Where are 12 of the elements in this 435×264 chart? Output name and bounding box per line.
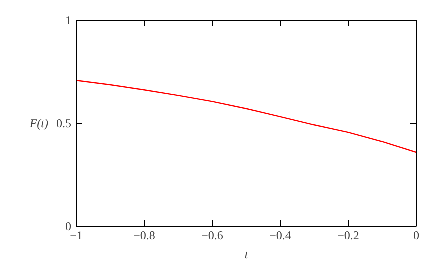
- x-tick-label: 0: [414, 228, 420, 242]
- y-tick-label: 0: [66, 220, 72, 234]
- x-axis-title: t: [244, 248, 249, 262]
- y-tick-label: 1: [66, 14, 72, 28]
- x-tick-label: −0.8: [134, 228, 156, 242]
- x-tick-label: −0.2: [338, 228, 360, 242]
- x-tick-label: −0.4: [270, 228, 292, 242]
- y-axis-title: F(t): [28, 116, 49, 130]
- x-tick-label: −1: [70, 228, 83, 242]
- line-series: [76, 80, 416, 154]
- y-tick-label: 0.5: [56, 116, 72, 130]
- x-tick-label: −0.6: [202, 228, 224, 242]
